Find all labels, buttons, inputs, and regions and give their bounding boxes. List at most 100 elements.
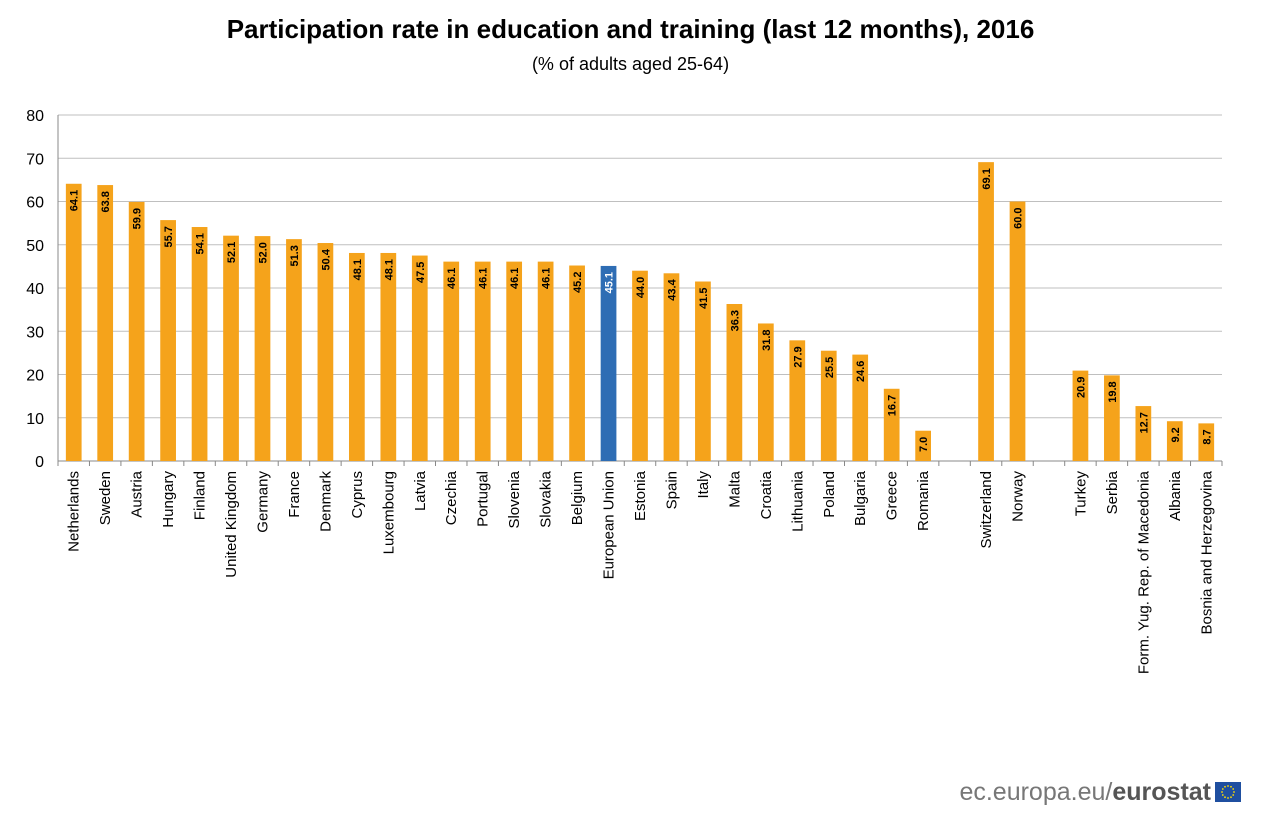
- y-tick-label: 50: [26, 238, 44, 255]
- value-label: 51.3: [289, 245, 301, 266]
- footer-brand: eurostat: [1112, 777, 1211, 806]
- bar: [506, 261, 523, 461]
- category-label: European Union: [601, 471, 618, 579]
- category-label: Lithuania: [789, 470, 806, 532]
- category-label: Italy: [695, 471, 712, 499]
- chart-subtitle: (% of adults aged 25-64): [531, 54, 730, 74]
- bar: [978, 162, 994, 461]
- value-label: 45.2: [572, 272, 584, 293]
- value-label: 41.5: [698, 288, 710, 309]
- bar: [632, 270, 648, 461]
- category-label: Spain: [663, 471, 680, 509]
- bar: [1072, 370, 1089, 461]
- value-label: 69.1: [981, 168, 993, 189]
- y-tick-label: 40: [26, 281, 44, 298]
- bar: [883, 388, 900, 461]
- value-label: 60.0: [1013, 208, 1025, 229]
- category-label: Luxembourg: [380, 471, 397, 554]
- bar: [160, 220, 176, 461]
- category-label: France: [286, 471, 303, 518]
- bar: [569, 265, 585, 461]
- category-label: Austria: [129, 470, 146, 517]
- bar: [411, 255, 428, 461]
- value-label: 46.1: [541, 268, 553, 289]
- footer-site: ec.europa.eu/: [959, 777, 1113, 806]
- value-label: 31.8: [761, 329, 773, 350]
- category-label: Norway: [1010, 471, 1027, 522]
- bar: [65, 183, 82, 461]
- category-label: Estonia: [632, 470, 649, 521]
- bar: [1166, 421, 1183, 461]
- value-label: 64.1: [69, 190, 81, 211]
- y-tick-label: 10: [26, 411, 44, 428]
- bar: [1198, 423, 1215, 461]
- category-label: Belgium: [569, 471, 586, 525]
- category-label: Latvia: [412, 470, 429, 511]
- category-label: Finland: [192, 471, 209, 520]
- category-label: Switzerland: [978, 471, 995, 549]
- bar: [663, 273, 680, 461]
- chart-title: Participation rate in education and trai…: [226, 14, 1035, 44]
- eurostat-footer: ec.europa.eu/ eurostat: [959, 778, 1241, 806]
- value-label: 54.1: [195, 233, 207, 254]
- value-label: 48.1: [383, 259, 395, 280]
- y-tick-label: 30: [26, 324, 44, 341]
- value-label: 48.1: [352, 259, 364, 280]
- bar: [223, 235, 239, 461]
- bar-chart: 0 10 20 30 40 50 60 70 80 64.1 Netherlands 63.8 Swed…: [26, 108, 1223, 674]
- category-label: Bulgaria: [852, 470, 869, 526]
- category-label: Hungary: [160, 471, 177, 528]
- bar: [695, 281, 711, 461]
- value-label: 52.0: [257, 242, 269, 263]
- value-label: 55.7: [163, 226, 175, 247]
- value-label: 46.1: [446, 268, 458, 289]
- bar: [443, 261, 460, 461]
- value-label: 63.8: [100, 191, 112, 212]
- y-tick-label: 80: [26, 108, 44, 125]
- bar: [349, 252, 365, 461]
- bar: [128, 201, 145, 461]
- value-label: 52.1: [226, 242, 238, 263]
- value-label: 7.0: [918, 437, 930, 452]
- category-label: Denmark: [317, 471, 334, 532]
- y-tick-label: 0: [35, 454, 44, 471]
- y-tick-label: 20: [26, 368, 44, 385]
- value-label: 36.3: [729, 310, 741, 331]
- value-label: 44.0: [635, 277, 647, 298]
- bar: [97, 185, 114, 461]
- value-label: 27.9: [792, 346, 804, 367]
- value-label: 19.8: [1107, 381, 1119, 402]
- eu-flag-icon: [1215, 782, 1241, 802]
- bar: [726, 304, 743, 461]
- bar: [474, 261, 491, 461]
- value-label: 9.2: [1170, 427, 1182, 442]
- category-label: Slovenia: [506, 470, 523, 528]
- value-label: 59.9: [132, 208, 144, 229]
- category-label: Germany: [254, 471, 271, 533]
- bar: [254, 236, 271, 461]
- value-label: 46.1: [509, 268, 521, 289]
- category-label: Croatia: [758, 470, 775, 519]
- bar: [600, 265, 617, 461]
- bar: [537, 261, 554, 461]
- bar: [915, 430, 931, 461]
- value-label: 20.9: [1075, 377, 1087, 398]
- category-label: Czechia: [443, 470, 460, 525]
- bar: [820, 350, 837, 461]
- category-label: Form. Yug. Rep. of Macedonia: [1135, 470, 1152, 674]
- bar: [1135, 406, 1152, 461]
- category-label: Portugal: [475, 471, 492, 527]
- category-label: Poland: [821, 471, 838, 518]
- y-tick-label: 60: [26, 195, 44, 212]
- category-label: Turkey: [1072, 471, 1089, 517]
- value-label: 50.4: [320, 248, 332, 270]
- category-label: Albania: [1167, 470, 1184, 521]
- bar: [1104, 375, 1120, 461]
- category-label: Bosnia and Herzegovina: [1198, 470, 1215, 634]
- category-label: Greece: [884, 471, 901, 520]
- bar: [1009, 201, 1026, 461]
- category-label: Romania: [915, 470, 932, 531]
- value-label: 12.7: [1138, 412, 1150, 433]
- value-label: 43.4: [666, 278, 678, 300]
- category-label: Cyprus: [349, 471, 366, 519]
